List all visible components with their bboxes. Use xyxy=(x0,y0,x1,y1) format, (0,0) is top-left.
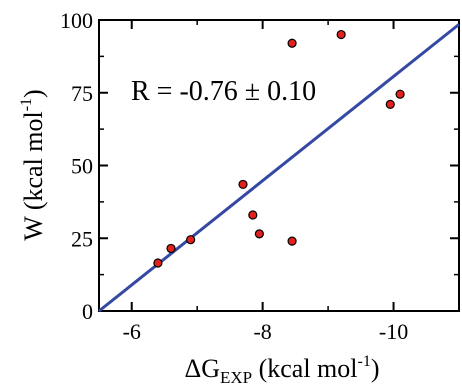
y-axis-label-main: W (kcal mol xyxy=(19,111,48,240)
x-tick-label: -10 xyxy=(379,319,408,344)
data-point xyxy=(186,235,196,245)
fit-line xyxy=(98,23,460,313)
data-points xyxy=(153,29,405,268)
data-point xyxy=(153,258,163,268)
y-tick-label: 0 xyxy=(82,299,93,324)
x-axis-label-suffix: ) xyxy=(371,354,380,383)
y-tick-labels: 0 25 50 75 100 xyxy=(60,8,93,324)
data-point xyxy=(395,89,405,99)
data-point xyxy=(287,236,297,246)
data-point xyxy=(287,38,297,48)
y-axis-label-suffix: ) xyxy=(19,89,48,98)
data-point xyxy=(166,243,176,254)
y-tick-label: 100 xyxy=(60,8,93,33)
x-axis-label-prefix: ΔG xyxy=(184,354,220,383)
x-tick-labels: -6 -8 -10 xyxy=(123,319,409,344)
y-axis-label-superscript: -1 xyxy=(18,98,35,111)
data-point xyxy=(385,99,395,109)
data-point xyxy=(238,179,248,190)
data-point xyxy=(248,210,258,220)
x-axis-label-mid: (kcal mol xyxy=(252,354,357,383)
y-axis-label: W (kcal mol-1) xyxy=(18,89,48,240)
y-tick-label: 25 xyxy=(71,226,93,251)
x-axis-label-subscript: EXP xyxy=(220,368,252,387)
x-tick-label: -8 xyxy=(253,319,271,344)
x-axis-label: ΔGEXP (kcal mol-1) xyxy=(184,353,379,387)
axis-ticks xyxy=(99,19,459,312)
y-tick-label: 50 xyxy=(71,154,93,179)
data-point xyxy=(336,29,346,40)
correlation-annotation: R = -0.76 ± 0.10 xyxy=(131,76,316,107)
data-point xyxy=(254,229,264,239)
y-tick-label: 75 xyxy=(71,81,93,106)
x-tick-label: -6 xyxy=(123,319,141,344)
x-axis-label-superscript: -1 xyxy=(358,353,371,370)
